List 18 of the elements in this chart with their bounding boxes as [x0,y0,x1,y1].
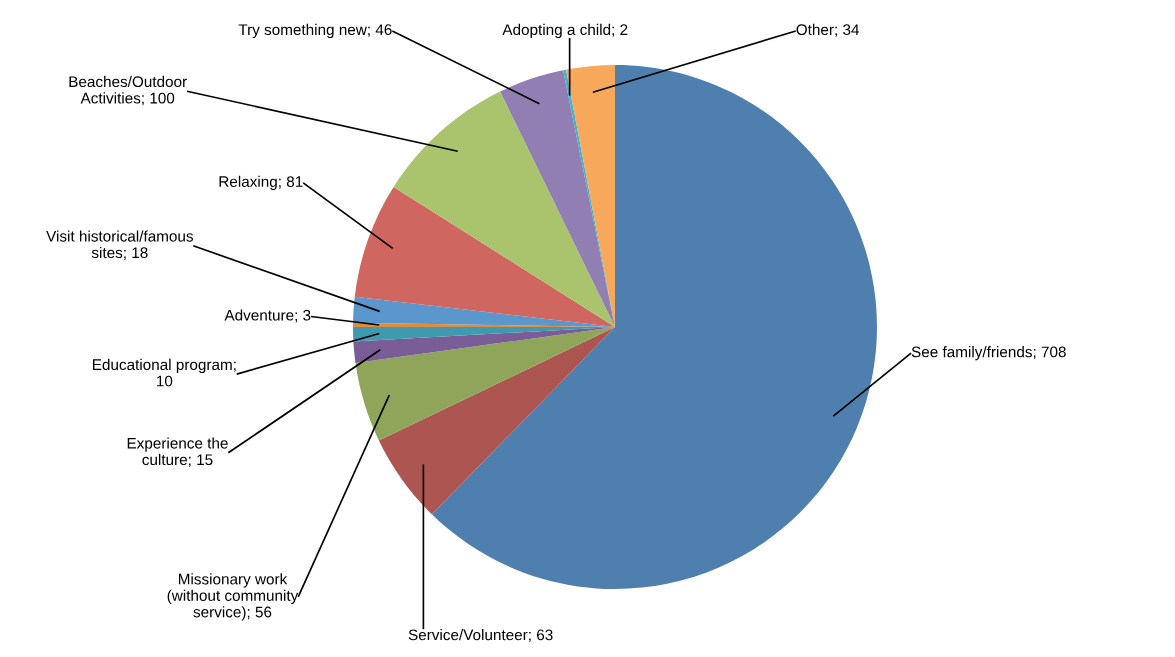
slice-label: Adopting a child; 2 [502,23,628,39]
pie-slice [500,70,615,327]
slice-label: Adventure; 3 [224,309,311,323]
pie-slice [378,327,615,515]
slice-label: Relaxing; 81 [219,175,303,191]
slice-label: Try something new; 46 [238,23,392,39]
slice-label: Missionary work (without community service); 56 [167,573,299,621]
slice-label: Educational program; 10 [93,358,236,387]
slice-label: Other; 34 [796,23,860,37]
pie-slice [354,186,615,327]
pie-slice [393,91,615,327]
slice-label: Beaches/Outdoor Activities; 100 [69,75,187,106]
slice-label: Experience the culture; 15 [127,437,228,467]
pie-slice [355,327,615,441]
slice-label: Visit historical/famous sites; 18 [46,230,194,260]
pie-slice [431,65,877,589]
slice-label: See family/friends; 708 [911,346,1066,361]
slice-label: Service/Volunteer; 63 [408,629,553,643]
